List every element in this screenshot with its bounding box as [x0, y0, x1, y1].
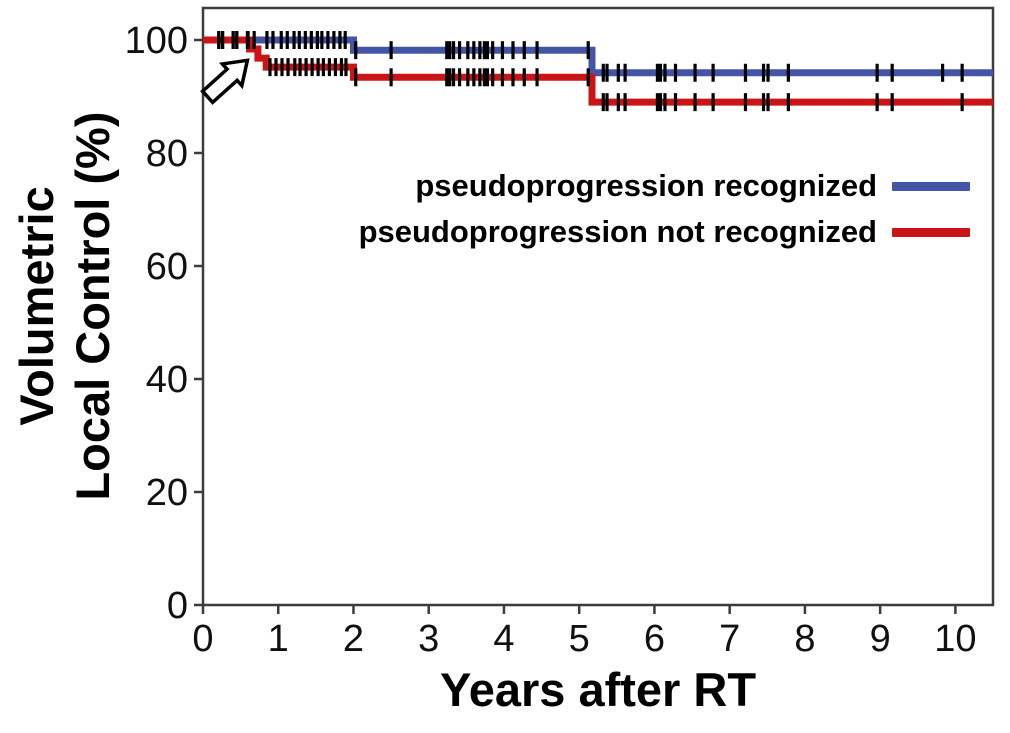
legend-swatch-not-recognized: [892, 227, 970, 237]
y-tick-label: 40: [146, 359, 188, 401]
x-tick-label: 6: [644, 618, 665, 660]
y-tick-label: 20: [146, 472, 188, 514]
legend-swatch-recognized: [892, 181, 970, 191]
x-tick-label: 5: [569, 618, 590, 660]
legend-item-not-recognized: pseudoprogression not recognized: [359, 209, 970, 255]
x-tick-label: 9: [870, 618, 891, 660]
y-tick-label: 80: [146, 133, 188, 175]
legend-item-recognized: pseudoprogression recognized: [359, 163, 970, 209]
plot-panel-border: [201, 6, 995, 607]
x-tick-label: 2: [343, 618, 364, 660]
x-axis-title: Years after RT: [439, 663, 757, 716]
legend: pseudoprogression recognized pseudoprogr…: [359, 163, 970, 255]
legend-label-not-recognized: pseudoprogression not recognized: [358, 214, 877, 249]
annotation-arrow-icon: [200, 58, 250, 105]
x-tick-label: 3: [418, 618, 439, 660]
x-tick-label: 0: [192, 618, 213, 660]
x-tick-label: 10: [934, 618, 976, 660]
legend-label-recognized: pseudoprogression recognized: [415, 168, 877, 203]
y-tick-label: 0: [167, 585, 188, 627]
y-tick-label: 60: [146, 246, 188, 288]
x-tick-label: 1: [268, 618, 289, 660]
x-tick-label: 8: [794, 618, 815, 660]
x-tick-label: 7: [719, 618, 740, 660]
x-tick-label: 4: [493, 618, 514, 660]
y-tick-label: 100: [125, 20, 188, 62]
